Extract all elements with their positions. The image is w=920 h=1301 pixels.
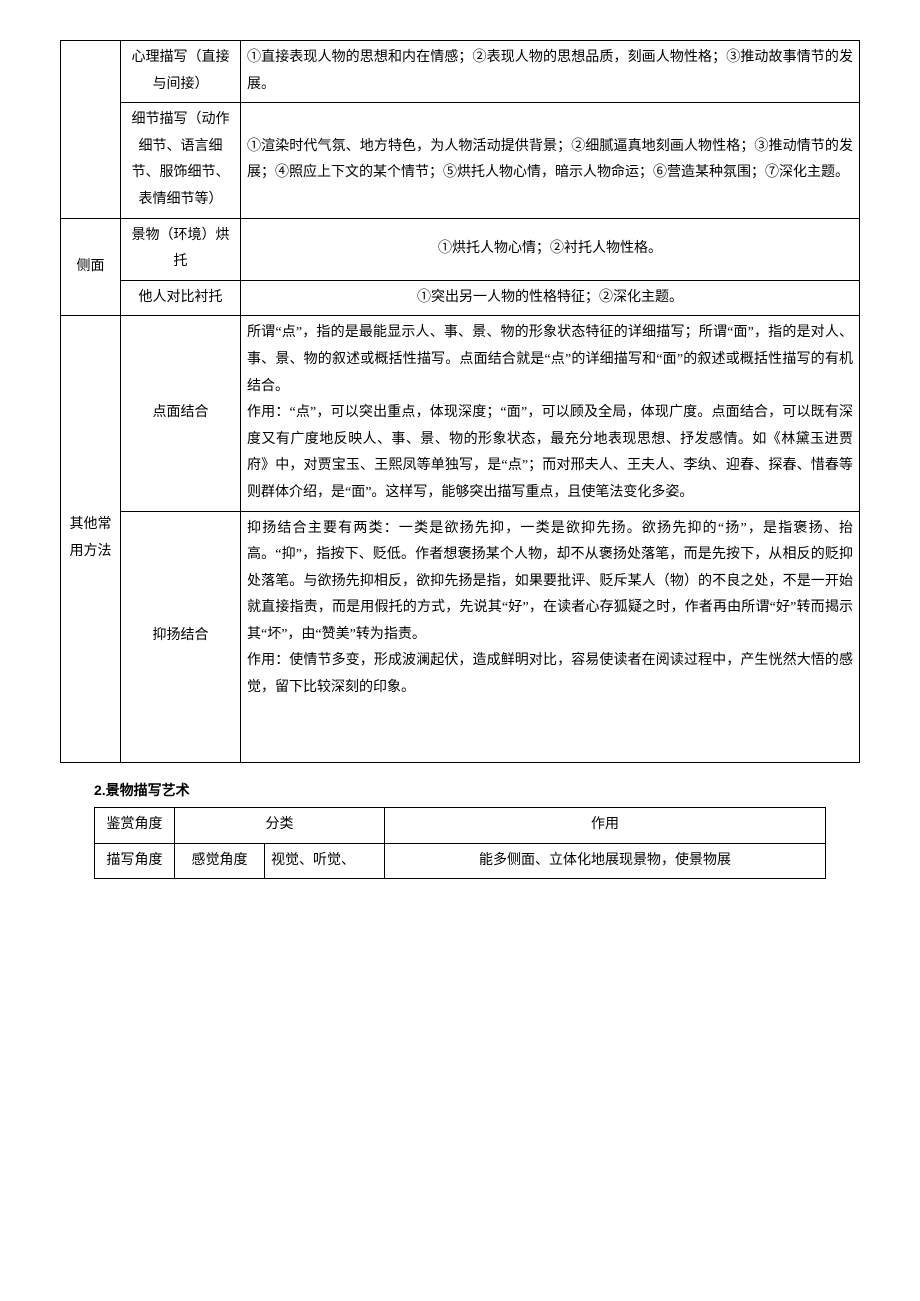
table1-row: 他人对比衬托①突出另一人物的性格特征；②深化主题。	[61, 280, 860, 316]
t2-r1c2: 感觉角度	[175, 843, 265, 879]
table1-col2: 他人对比衬托	[121, 280, 241, 316]
table1-col3: ①突出另一人物的性格特征；②深化主题。	[241, 280, 860, 316]
table1-col3: ①渲染时代气氛、地方特色，为人物活动提供背景；②细腻逼真地刻画人物性格；③推动情…	[241, 103, 860, 218]
table1-col3: 抑扬结合主要有两类：一类是欲扬先抑，一类是欲抑先扬。欲扬先抑的“扬”，是指褒扬、…	[241, 511, 860, 762]
table1-col2: 景物（环境）烘托	[121, 218, 241, 280]
t2-r1c3: 视觉、听觉、	[265, 843, 385, 879]
table-scenery-description: 鉴赏角度 分类 作用 描写角度 感觉角度 视觉、听觉、 能多侧面、立体化地展现景…	[94, 807, 826, 879]
table-character-description: 心理描写（直接与间接）①直接表现人物的思想和内在情感；②表现人物的思想品质，刻画…	[60, 40, 860, 763]
t2-r1c1: 描写角度	[95, 843, 175, 879]
table1-col2: 抑扬结合	[121, 511, 241, 762]
table1-row: 其他常用方法点面结合所谓“点”，指的是最能显示人、事、景、物的形象状态特征的详细…	[61, 316, 860, 511]
table1-row: 细节描写（动作细节、语言细节、服饰细节、表情细节等）①渲染时代气氛、地方特色，为…	[61, 103, 860, 218]
t2-r1c4: 能多侧面、立体化地展现景物，使景物展	[385, 843, 826, 879]
table1-col3: 所谓“点”，指的是最能显示人、事、景、物的形象状态特征的详细描写；所谓“面”，指…	[241, 316, 860, 511]
table1-col1: 其他常用方法	[61, 316, 121, 762]
table1-col1: 侧面	[61, 218, 121, 316]
table1-col3: ①烘托人物心情；②衬托人物性格。	[241, 218, 860, 280]
t2-h1: 鉴赏角度	[95, 808, 175, 844]
table1-row: 抑扬结合抑扬结合主要有两类：一类是欲扬先抑，一类是欲抑先扬。欲扬先抑的“扬”，是…	[61, 511, 860, 762]
table1-row: 侧面景物（环境）烘托①烘托人物心情；②衬托人物性格。	[61, 218, 860, 280]
table2-header-row: 鉴赏角度 分类 作用	[95, 808, 826, 844]
table1-col2: 细节描写（动作细节、语言细节、服饰细节、表情细节等）	[121, 103, 241, 218]
table2-data-row: 描写角度 感觉角度 视觉、听觉、 能多侧面、立体化地展现景物，使景物展	[95, 843, 826, 879]
table1-row: 心理描写（直接与间接）①直接表现人物的思想和内在情感；②表现人物的思想品质，刻画…	[61, 41, 860, 103]
table1-col2: 点面结合	[121, 316, 241, 511]
t2-h2: 分类	[175, 808, 385, 844]
table1-col2: 心理描写（直接与间接）	[121, 41, 241, 103]
table1-col3: ①直接表现人物的思想和内在情感；②表现人物的思想品质，刻画人物性格；③推动故事情…	[241, 41, 860, 103]
section-2-title: 2.景物描写艺术	[94, 777, 860, 804]
t2-h4: 作用	[385, 808, 826, 844]
table1-col1	[61, 41, 121, 219]
